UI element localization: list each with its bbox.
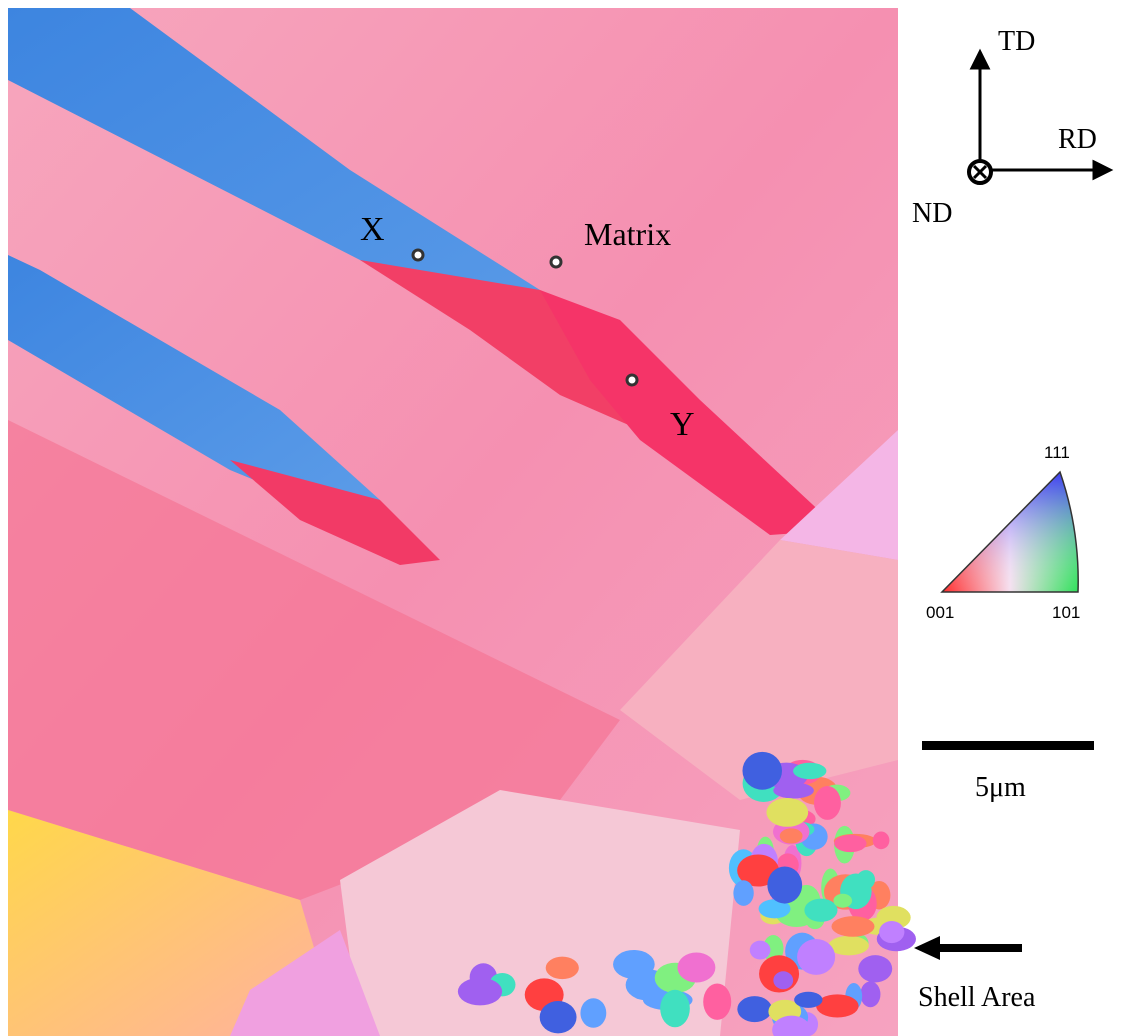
ebsd-map: X Matrix Y [8,8,916,1036]
point-label: X [360,211,385,248]
fine-grain [742,752,782,790]
ipf-triangle-overlay [942,472,1078,592]
arrowhead [1094,162,1110,178]
arrow-label: Shell Area [918,982,1036,1013]
scale-label: 5μm [975,772,1026,803]
fine-grain [773,971,793,989]
fine-grain [873,831,890,849]
fine-grain [540,1001,577,1033]
ipf-label: 101 [1052,603,1080,622]
axis-label: ND [912,198,952,229]
fine-grain [793,763,826,779]
axes [969,52,1110,183]
fine-grain [580,998,606,1028]
fine-grain [458,978,502,1006]
fine-grain [750,941,771,960]
fine-grain [703,984,731,1020]
fine-grain [677,952,715,982]
fine-grain [737,996,772,1022]
fine-grain [834,835,866,852]
ipf-label: 111 [1044,443,1070,462]
scale-bar [922,741,1094,750]
point-label: Matrix [584,216,671,252]
arrowhead [914,936,940,960]
fine-grain [794,992,822,1008]
point-marker [627,375,637,385]
axis-label: RD [1058,124,1097,155]
fine-grain [797,939,835,975]
point-label: Y [670,406,695,443]
axis-label: TD [998,26,1035,57]
fine-grain [804,899,837,922]
fine-grain [831,916,874,937]
fine-grain [860,981,880,1007]
fine-grain [829,936,869,956]
fine-grain [780,828,803,843]
fine-grain [857,870,875,889]
fine-grain [660,990,690,1027]
point-marker [413,250,423,260]
fine-grain [546,957,579,979]
figure: X Matrix Y TD RD ND 111 001 101 5μm Shel… [0,0,1124,1036]
fine-grain [879,921,904,943]
arrowhead [972,52,988,68]
fine-grain [733,880,753,906]
ipf-label: 001 [926,603,954,622]
fine-grain [814,786,841,820]
point-marker [551,257,561,267]
fine-grain [833,894,852,908]
fine-grain [767,867,802,904]
fine-grain [816,994,859,1017]
fine-grain [858,955,892,982]
ipf-key: 111 001 101 [926,443,1080,622]
fine-grain [766,798,808,827]
